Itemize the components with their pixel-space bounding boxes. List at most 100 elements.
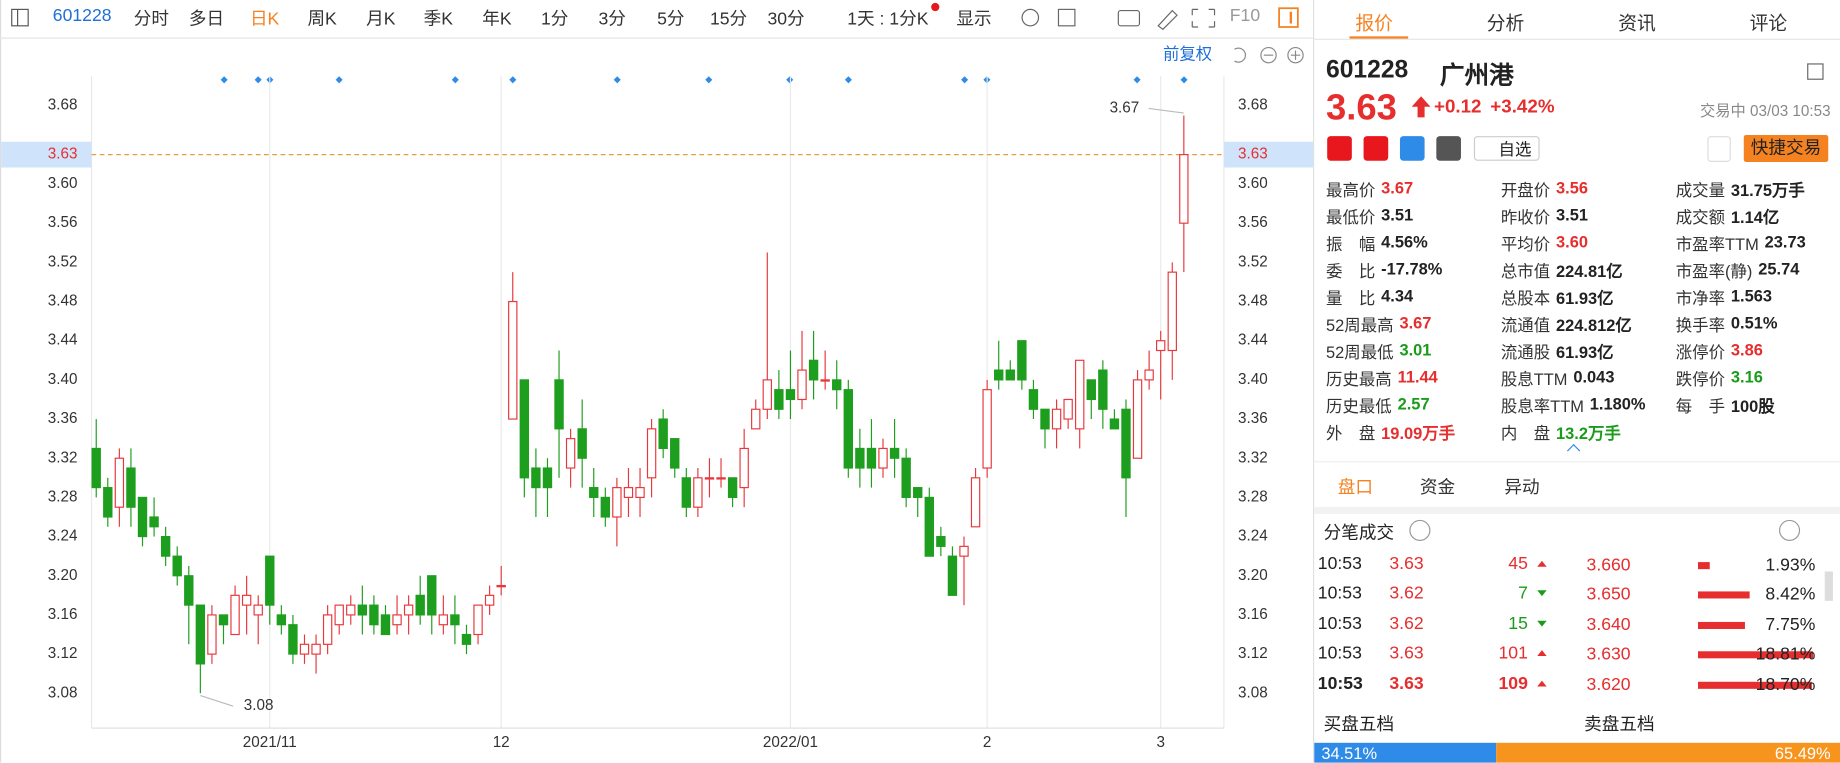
candle-body <box>1179 154 1189 224</box>
stat-label: 52周最低 <box>1326 342 1394 362</box>
candle-body <box>415 594 425 616</box>
candle-body <box>589 487 599 498</box>
fullscreen-icon[interactable] <box>1191 8 1216 28</box>
y-tick-label-right: 3.20 <box>1238 567 1268 584</box>
candle-body <box>1098 369 1108 410</box>
trade-status: 交易中 03/03 10:53 <box>1700 102 1831 120</box>
period-tab[interactable]: 分时 <box>133 9 169 30</box>
sub-tab[interactable]: 资金 <box>1419 477 1456 498</box>
stock-code[interactable]: 601228 <box>52 5 112 26</box>
candle-body <box>1028 389 1039 410</box>
period-tab[interactable]: 日K <box>249 9 280 30</box>
y-tick-label: 3.12 <box>48 645 78 662</box>
interval-select[interactable]: 1天 : 1分K <box>847 9 929 30</box>
sub-tab[interactable]: 盘口 <box>1337 477 1373 498</box>
period-tab[interactable]: 1分 <box>540 9 569 30</box>
candle-body <box>357 604 368 616</box>
candle-body <box>982 389 992 469</box>
y-tick-label: 3.24 <box>48 528 78 545</box>
candle-body <box>947 555 958 596</box>
settings-icon[interactable] <box>1021 8 1040 27</box>
watch-button[interactable]: 自选 <box>1473 136 1540 161</box>
stat-value: 224.812亿 <box>1556 315 1632 335</box>
f10-button[interactable]: F10 <box>1229 5 1261 26</box>
candle-body <box>924 496 934 557</box>
camera-icon[interactable] <box>1117 9 1141 27</box>
panel-toggle[interactable] <box>1278 7 1299 28</box>
quick-trade[interactable]: 快捷交易 <box>1743 134 1829 162</box>
stat-value: 0.51% <box>1730 313 1778 333</box>
candle-body <box>91 447 101 489</box>
stat-row: 成交额 1.14亿 <box>1676 205 1780 228</box>
panel-tab[interactable]: 评论 <box>1749 14 1788 35</box>
display-menu[interactable]: 显示 <box>956 9 992 30</box>
depth-price: 3.650 <box>1586 584 1631 605</box>
stat-row: 振 幅 4.56% <box>1326 232 1428 255</box>
trade-dir <box>1537 680 1547 687</box>
candle-body <box>403 604 414 616</box>
y-tick-label: 3.40 <box>48 371 78 388</box>
trade-volume: 101 <box>1498 643 1528 664</box>
stat-row: 换手率 0.51% <box>1676 313 1778 336</box>
sidebar-icon[interactable] <box>11 8 29 27</box>
candle-body <box>311 643 321 655</box>
bell-icon[interactable] <box>1707 136 1731 162</box>
period-tab[interactable]: 15分 <box>709 9 748 30</box>
candle-body <box>577 428 587 459</box>
period-tab[interactable]: 30分 <box>767 9 805 30</box>
candle-body <box>126 467 136 508</box>
candle-body <box>450 614 460 626</box>
stat-row: 最低价 3.51 <box>1326 205 1413 228</box>
menu-icon[interactable] <box>1807 63 1824 80</box>
panel-divider <box>1314 38 1840 40</box>
panel-tab[interactable]: 报价 <box>1355 14 1393 35</box>
reset-icon[interactable] <box>1234 47 1247 63</box>
candle-body <box>103 487 113 518</box>
candle-body <box>751 408 761 430</box>
section-band <box>1314 506 1840 514</box>
scrollbar <box>1824 571 1833 601</box>
stat-row: 委 比 -17.78% <box>1326 259 1442 282</box>
stat-label: 流通值 <box>1500 315 1551 335</box>
x-tick-label: 3 <box>1156 734 1164 751</box>
stat-label: 成交量 <box>1675 180 1726 200</box>
draw-icon[interactable] <box>1157 9 1178 31</box>
collapse-caret[interactable] <box>1566 443 1581 458</box>
stat-value: 11.44 <box>1397 367 1438 387</box>
period-tab[interactable]: 多日 <box>188 9 225 30</box>
period-tab[interactable]: 3分 <box>598 9 626 30</box>
quote-change: +0.12 <box>1433 97 1482 118</box>
panel-tab[interactable]: 资讯 <box>1618 14 1656 35</box>
candle-body <box>276 614 287 626</box>
zoom-out[interactable] <box>1260 46 1277 64</box>
stat-label: 成交额 <box>1675 207 1726 227</box>
candle-body <box>762 379 773 410</box>
depth-pct: 1.93% <box>1765 555 1816 576</box>
high-annotation: 3.67 <box>1110 99 1140 116</box>
shape-icon[interactable] <box>1057 8 1076 27</box>
tag-icon <box>1436 136 1461 161</box>
y-tick-label-right: 3.60 <box>1238 175 1268 192</box>
sub-tab[interactable]: 异动 <box>1504 477 1540 498</box>
period-tab[interactable]: 月K <box>366 9 396 30</box>
help-icon[interactable] <box>1409 519 1431 541</box>
candle-body <box>901 457 911 498</box>
stat-value: 61.93亿 <box>1556 288 1614 308</box>
period-tab[interactable]: 年K <box>482 9 512 30</box>
panel-tab[interactable]: 分析 <box>1486 14 1525 35</box>
candle-body <box>346 604 356 616</box>
stat-label: 每 手 <box>1675 396 1726 416</box>
adjust-toggle[interactable]: 前复权 <box>1163 45 1212 63</box>
trade-dir <box>1537 560 1547 567</box>
zoom-in[interactable] <box>1287 46 1304 64</box>
stat-label: 总股本 <box>1500 288 1551 308</box>
stat-label: 昨收价 <box>1500 207 1551 227</box>
stat-value: 4.56% <box>1381 232 1428 252</box>
period-tab[interactable]: 季K <box>423 9 453 30</box>
period-tab[interactable]: 5分 <box>657 9 685 30</box>
more-icon[interactable] <box>1778 519 1801 541</box>
candle-body <box>114 457 125 508</box>
candle-body <box>1121 408 1131 479</box>
period-tab[interactable]: 周K <box>307 9 337 30</box>
